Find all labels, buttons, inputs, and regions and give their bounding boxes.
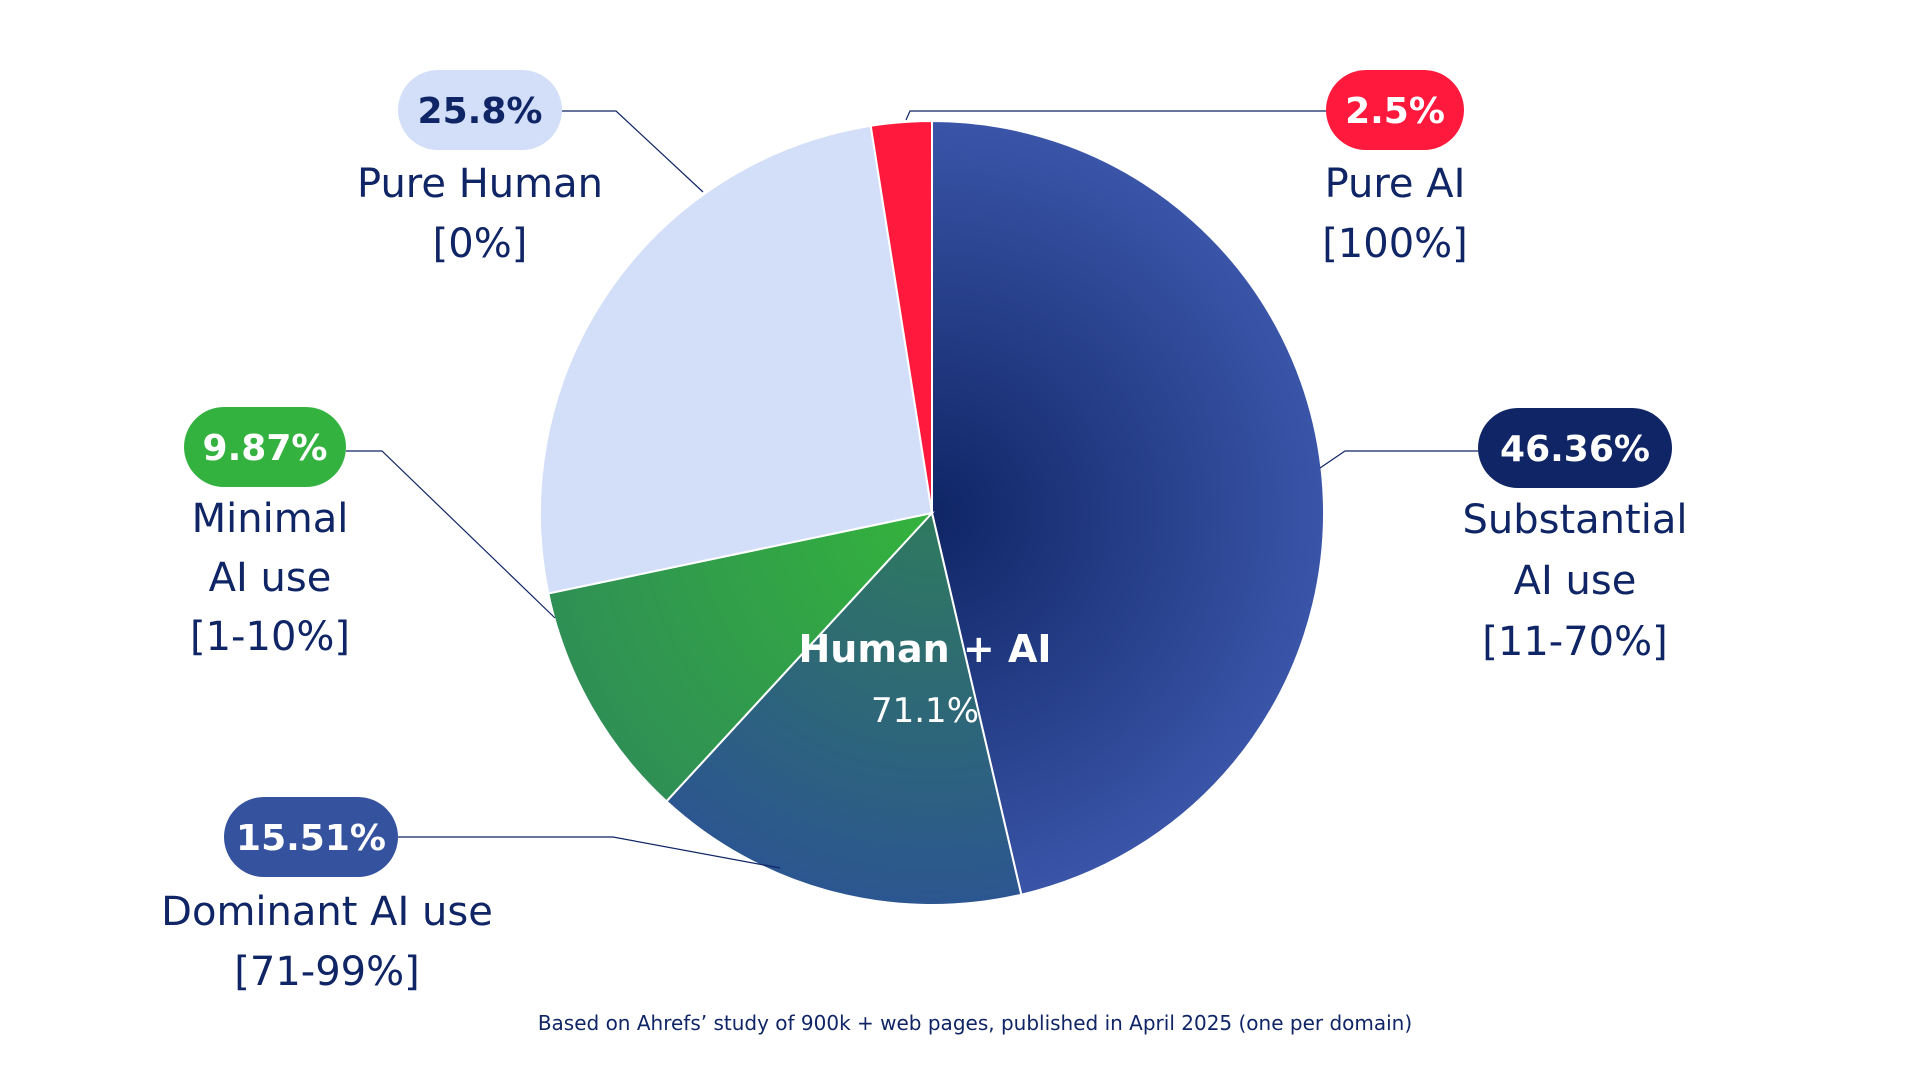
range-label-pure-ai: [100%] xyxy=(1322,221,1468,267)
category-label-minimal-ai-use: Minimal AI use xyxy=(192,496,349,601)
value-pill-dominant-ai-use xyxy=(224,797,398,877)
leader-lines xyxy=(346,110,1478,869)
value-label-dominant-ai-use: 15.51% xyxy=(236,818,386,859)
callout-pure-ai: 2.5% Pure AI [100%] xyxy=(1322,70,1468,267)
pie-slice-substantial-ai-use xyxy=(931,119,1325,896)
category-label-pure-human: Pure Human xyxy=(357,161,603,207)
leader-line-pure-human xyxy=(562,110,704,193)
value-label-substantial-ai-use: 46.36% xyxy=(1500,429,1650,470)
pie-slice-pure-human xyxy=(539,124,934,595)
pie-slice-dominant-ai-use xyxy=(665,510,1023,906)
category-label-pure-ai: Pure AI xyxy=(1325,161,1466,207)
slice-callouts: 46.36% Substantial AI use [11-70%] 15.51% Dom… xyxy=(161,70,1687,995)
value-pill-substantial-ai-use xyxy=(1478,408,1672,488)
center-label: Human + AI 71.1% xyxy=(799,627,1052,731)
footnote: Based on Ahrefs’ study of 900k + web pag… xyxy=(538,1011,1412,1035)
range-label-pure-human: [0%] xyxy=(433,221,528,267)
value-pill-pure-ai xyxy=(1326,70,1464,150)
range-label-substantial-ai-use: [11-70%] xyxy=(1482,619,1667,665)
range-label-minimal-ai-use: [1-10%] xyxy=(190,614,350,660)
callout-pure-human: 25.8% Pure Human [0%] xyxy=(357,70,603,267)
pie-slices xyxy=(539,119,1325,906)
leader-line-dominant-ai-use xyxy=(398,836,781,869)
pie-slice-pure-ai xyxy=(869,119,933,514)
value-label-pure-human: 25.8% xyxy=(418,91,543,132)
leader-line-substantial-ai-use xyxy=(1319,450,1478,469)
value-pill-pure-human xyxy=(398,70,562,150)
callout-substantial-ai-use: 46.36% Substantial AI use [11-70%] xyxy=(1463,408,1688,665)
center-label-value: 71.1% xyxy=(871,691,979,731)
leader-line-pure-ai xyxy=(905,110,1326,121)
callout-minimal-ai-use: 9.87% Minimal AI use [1-10%] xyxy=(184,407,350,660)
center-label-title: Human + AI xyxy=(799,627,1052,671)
callout-dominant-ai-use: 15.51% Dominant AI use [71-99%] xyxy=(161,797,493,995)
category-label-dominant-ai-use: Dominant AI use xyxy=(161,889,493,935)
category-label-substantial-ai-use: Substantial AI use xyxy=(1463,497,1688,604)
leader-line-minimal-ai-use xyxy=(346,450,556,619)
value-label-minimal-ai-use: 9.87% xyxy=(203,428,328,469)
value-label-pure-ai: 2.5% xyxy=(1345,91,1445,132)
value-pill-minimal-ai-use xyxy=(184,407,346,487)
pie-slice-minimal-ai-use xyxy=(547,511,935,803)
range-label-dominant-ai-use: [71-99%] xyxy=(234,949,419,995)
